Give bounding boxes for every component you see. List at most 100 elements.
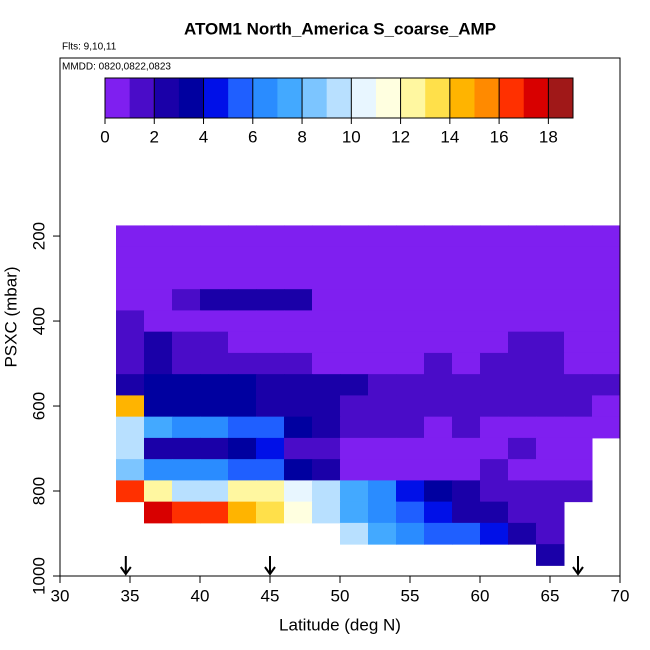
heatmap-cell	[284, 267, 313, 290]
colorbar-swatch	[228, 78, 254, 118]
heatmap-cell	[564, 225, 593, 248]
heatmap-cell	[564, 374, 593, 396]
heatmap-cell	[480, 522, 509, 545]
heatmap-cell	[452, 480, 481, 503]
heatmap-cell	[340, 480, 369, 503]
heatmap-cell	[396, 416, 425, 439]
heatmap-cell	[452, 522, 481, 545]
heatmap-cell	[116, 459, 145, 481]
heatmap-cell	[228, 501, 257, 524]
colorbar-swatch	[523, 78, 549, 118]
heatmap-cell	[424, 374, 453, 396]
colorbar-tick-label: 16	[490, 127, 509, 146]
heatmap-cell	[452, 459, 481, 481]
colorbar-swatch	[178, 78, 204, 118]
heatmap-cell	[368, 310, 397, 333]
colorbar-swatch	[129, 78, 155, 118]
colorbar-tick-label: 0	[100, 127, 109, 146]
x-axis-label: Latitude (deg N)	[279, 615, 401, 634]
heatmap-cell	[564, 289, 593, 311]
heatmap-cell	[228, 267, 257, 290]
heatmap-cell	[536, 459, 565, 481]
heatmap-cell	[536, 416, 565, 439]
y-tick-label: 400	[29, 307, 48, 335]
heatmap-cell	[508, 331, 537, 354]
heatmap-cell	[480, 437, 509, 460]
heatmap-cell	[116, 437, 145, 460]
heatmap-cell	[536, 310, 565, 333]
heatmap-cell	[564, 331, 593, 354]
heatmap-cell	[144, 459, 173, 481]
heatmap-cell	[480, 310, 509, 333]
heatmap-cell	[564, 352, 593, 375]
heatmap-cell	[256, 331, 285, 354]
heatmap-cell	[228, 331, 257, 354]
heatmap-cell	[480, 459, 509, 481]
heatmap-cell	[452, 331, 481, 354]
y-tick-label: 1000	[29, 557, 48, 595]
heatmap-cell	[144, 267, 173, 290]
heatmap-cell	[508, 246, 537, 269]
heatmap-cell	[256, 374, 285, 396]
colorbar-tick-label: 14	[440, 127, 459, 146]
x-tick-label: 30	[51, 586, 70, 605]
heatmap-cell	[144, 416, 173, 439]
heatmap-cell	[396, 246, 425, 269]
heatmap-cell	[368, 267, 397, 290]
heatmap-cell	[592, 267, 621, 290]
heatmap-cell	[144, 246, 173, 269]
heatmap-cell	[284, 480, 313, 503]
heatmap-cell	[592, 352, 621, 375]
heatmap-cell	[144, 395, 173, 418]
heatmap-cell	[452, 501, 481, 524]
heatmap-cell	[284, 437, 313, 460]
heatmap-cell	[200, 501, 229, 524]
heatmap-cell	[340, 501, 369, 524]
heatmap-cell	[312, 352, 341, 375]
heatmap-cell	[340, 331, 369, 354]
y-axis-label: PSXC (mbar)	[1, 266, 20, 367]
heatmap-cell	[592, 331, 621, 354]
heatmap-cell	[284, 289, 313, 311]
heatmap-cell	[424, 416, 453, 439]
heatmap-cell	[172, 331, 201, 354]
heatmap-cell	[116, 416, 145, 439]
heatmap-cell	[368, 331, 397, 354]
heatmap-cell	[396, 480, 425, 503]
colorbar-tick-label: 18	[539, 127, 558, 146]
axes: 30 35 40 45 50 55 60 65 70 200 400 600 800 1000	[29, 222, 629, 606]
heatmap-cell	[256, 395, 285, 418]
x-tick-label: 50	[331, 586, 350, 605]
x-tick-label: 45	[261, 586, 280, 605]
y-tick-label: 200	[29, 222, 48, 250]
heatmap-cell	[368, 501, 397, 524]
heatmap-cell	[508, 480, 537, 503]
heatmap-cell	[284, 501, 313, 524]
heatmap-cell	[228, 310, 257, 333]
heatmap-cell	[312, 246, 341, 269]
heatmap-cell	[592, 395, 621, 418]
heatmap-cell	[368, 437, 397, 460]
heatmap-cell	[228, 480, 257, 503]
heatmap-cell	[340, 267, 369, 290]
heatmap-cell	[340, 437, 369, 460]
heatmap-cell	[340, 374, 369, 396]
heatmap-cell	[228, 374, 257, 396]
colorbar-swatch	[203, 78, 229, 118]
heatmap-cell	[424, 437, 453, 460]
heatmap-cell	[564, 459, 593, 481]
colorbar-swatch	[400, 78, 426, 118]
x-tick-label: 65	[541, 586, 560, 605]
colorbar-tick-label: 4	[199, 127, 208, 146]
heatmap-cell	[228, 437, 257, 460]
heatmap-cell	[536, 437, 565, 460]
heatmap-cell	[424, 289, 453, 311]
heatmap-cell	[424, 310, 453, 333]
heatmap-cell	[116, 267, 145, 290]
heatmap-cell	[396, 437, 425, 460]
heatmap-cell	[116, 331, 145, 354]
heatmap-cell	[480, 480, 509, 503]
heatmap-cell	[256, 480, 285, 503]
colorbar-swatch	[351, 78, 377, 118]
heatmap-cell	[536, 331, 565, 354]
